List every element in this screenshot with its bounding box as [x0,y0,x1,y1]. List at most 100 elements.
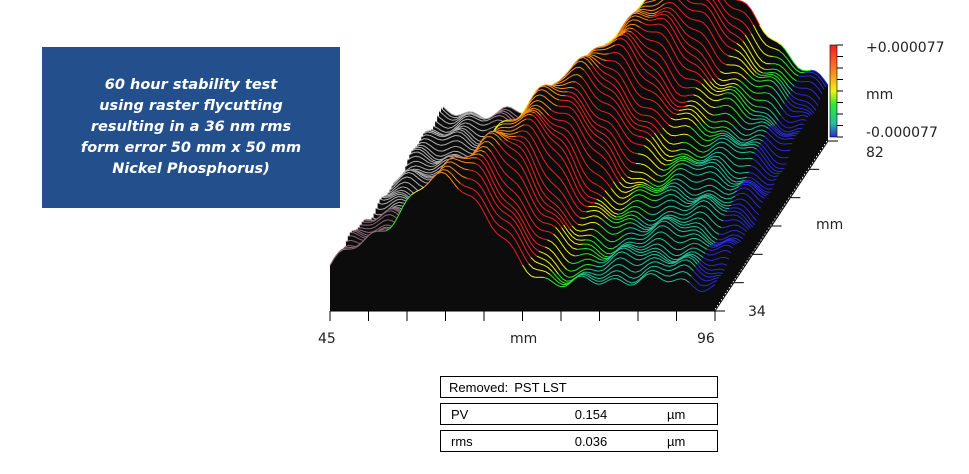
surface-line-segment [359,229,365,232]
surface-line-segment [638,3,644,9]
surface-line-segment [703,226,709,233]
surface-line-segment [678,163,684,165]
surface-line-segment [730,142,736,147]
surface-line-segment [548,125,554,131]
surface-line-segment [568,261,574,265]
surface-line-segment [589,239,594,243]
surface-line-segment [433,136,439,140]
surface-line-segment [397,178,403,183]
surface-line-segment [745,93,751,98]
surface-line-segment [656,254,661,257]
surface-line-segment [462,118,468,122]
surface-line-segment [622,251,627,254]
surface-line-segment [622,264,628,269]
surface-line-segment [491,187,497,197]
surface-line-segment [516,204,523,212]
surface-line-segment [658,258,664,262]
surface-line-segment [588,271,593,275]
surface-line-segment [594,202,600,205]
surface-line-segment [701,69,707,76]
surface-line-segment [604,190,610,197]
surface-line-segment [781,133,786,136]
surface-line-segment [570,144,576,154]
surface-line-segment [542,238,548,241]
surface-line-segment [614,156,620,166]
surface-line-segment [741,198,747,202]
surface-line-segment [601,249,607,254]
surface-line-segment [584,120,590,129]
surface-line-segment [684,94,690,97]
surface-line-segment [819,82,825,90]
surface-line-segment [696,256,702,261]
surface-line-segment [421,180,426,184]
surface-line-segment [591,56,597,61]
surface-line-segment [641,50,647,56]
surface-line-segment [560,270,566,276]
surface-line-segment [468,152,473,155]
surface-line-segment [406,176,412,179]
surface-line-segment [540,212,545,217]
surface-line-segment [431,140,437,145]
surface-line-segment [523,237,529,247]
surface-line-segment [689,233,695,235]
surface-line-segment [702,3,708,7]
surface-line-segment [488,115,493,119]
surface-line-segment [677,113,682,115]
surface-line-segment [718,272,723,274]
surface-line-segment [655,237,661,240]
surface-line-segment [595,248,601,254]
surface-line-segment [419,144,424,147]
surface-line-segment [609,81,614,86]
surface-line-segment [420,134,426,138]
surface-line-segment [623,17,629,24]
surface-line-segment [429,145,435,150]
surface-line-segment [657,185,662,187]
surface-line-segment [688,200,693,203]
surface-line-segment [779,156,785,159]
surface-line-segment [635,35,641,42]
surface-line-segment [662,190,668,194]
surface-line-segment [654,217,660,221]
surface-line-segment [568,170,574,181]
surface-line-segment [521,118,527,122]
surface-line-segment [604,204,610,210]
surface-line-segment [715,186,721,191]
surface-line-segment [648,234,654,240]
surface-line-segment [678,217,683,220]
surface-line-segment [672,231,678,236]
surface-line-segment [700,53,706,60]
surface-line-segment [634,117,640,121]
surface-line-segment [665,220,671,225]
surface-line-segment [566,201,573,210]
surface-line-segment [677,142,683,145]
surface-line-segment [493,125,499,131]
surface-line-segment [660,215,666,220]
surface-line-segment [425,142,431,146]
surface-line-segment [722,204,727,207]
surface-line-segment [606,252,611,255]
surface-line-segment [538,250,544,254]
surface-line-segment [599,118,604,121]
surface-line-segment [637,254,642,257]
surface-line-segment [535,206,541,214]
surface-line-segment [673,154,679,157]
surface-line-segment [492,113,498,117]
surface-line-segment [751,54,757,63]
surface-line-segment [589,189,595,193]
surface-line-segment [656,52,662,57]
surface-line-segment [702,45,708,53]
surface-line-segment [639,267,645,272]
surface-line-segment [392,205,398,209]
surface-line-segment [598,269,604,272]
surface-line-segment [639,258,644,261]
surface-line-segment [736,129,742,134]
surface-line-segment [745,187,750,191]
surface-line-segment [392,194,397,198]
surface-line-segment [663,176,669,182]
surface-line-segment [522,130,527,133]
surface-line-segment [666,7,672,9]
surface-line-segment [609,215,615,220]
surface-line-segment [669,70,675,79]
surface-line-segment [716,99,722,102]
surface-line-segment [777,86,783,94]
